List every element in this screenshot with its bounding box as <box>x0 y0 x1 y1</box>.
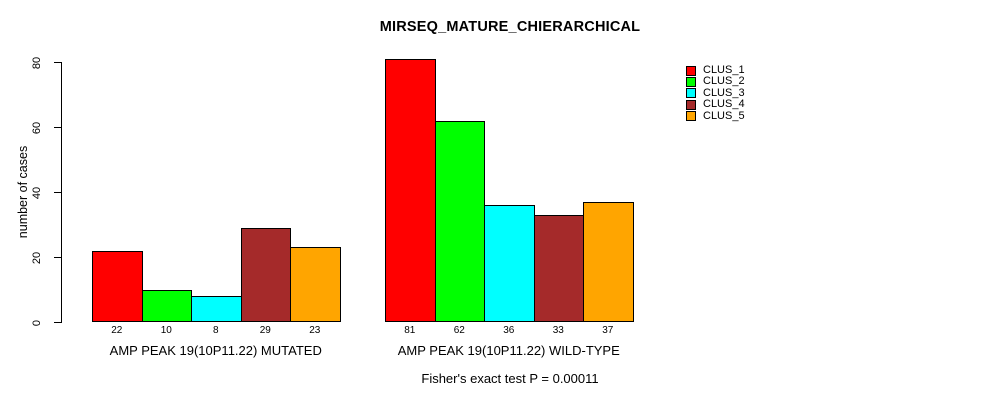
group-axis-label: AMP PEAK 19(10P11.22) WILD-TYPE <box>397 343 620 358</box>
legend-label: CLUS_5 <box>703 109 745 122</box>
legend-item: CLUS_1 <box>686 65 745 76</box>
legend-swatch-clus_3 <box>686 88 696 99</box>
legend-item: CLUS_2 <box>686 76 745 87</box>
bar-value-label: 33 <box>552 325 564 336</box>
bar-clus_1 <box>385 58 436 322</box>
bar-clus_5 <box>290 247 341 322</box>
bar-clus_3 <box>484 205 535 322</box>
legend-label: CLUS_3 <box>703 86 745 99</box>
bar-clus_3 <box>191 296 242 322</box>
chart-title: MIRSEQ_MATURE_CHIERARCHICAL <box>379 19 641 35</box>
bar-clus_1 <box>92 250 143 322</box>
bar-clus_2 <box>434 120 485 322</box>
legend-swatch-clus_1 <box>686 65 696 76</box>
legend-item: CLUS_4 <box>686 99 745 110</box>
y-axis-tick-label: 20 <box>31 251 43 264</box>
y-axis-tick <box>54 192 61 193</box>
legend-label: CLUS_1 <box>703 64 745 76</box>
bar-value-label: 23 <box>309 325 321 336</box>
y-axis-tick <box>54 322 61 323</box>
bar-value-label: 62 <box>453 325 465 336</box>
y-axis-title: number of cases <box>16 145 30 239</box>
y-axis-line <box>61 62 62 323</box>
legend-label: CLUS_4 <box>703 98 745 111</box>
bar-clus_2 <box>141 289 192 322</box>
y-axis-tick <box>54 62 61 63</box>
legend-swatch-clus_5 <box>686 111 696 122</box>
bar-value-label: 22 <box>111 325 123 336</box>
annotation-text: Fisher's exact test P = 0.00011 <box>421 371 599 386</box>
legend-item: CLUS_5 <box>686 109 745 122</box>
bar-value-label: 37 <box>602 325 614 336</box>
y-axis-tick-label: 40 <box>31 186 43 199</box>
y-axis-tick-label: 80 <box>31 56 43 69</box>
y-axis-tick <box>54 127 61 128</box>
y-axis-tick-label: 60 <box>31 121 43 134</box>
legend-label: CLUS_2 <box>703 75 745 88</box>
bar-value-label: 36 <box>503 325 515 336</box>
y-axis-tick <box>54 257 61 258</box>
legend-swatch-clus_2 <box>686 76 696 87</box>
group-axis-label: AMP PEAK 19(10P11.22) MUTATED <box>109 343 322 358</box>
y-axis-tick-label: 0 <box>31 319 43 326</box>
bar-value-label: 81 <box>404 325 416 336</box>
legend-swatch-clus_4 <box>686 99 696 110</box>
bar-clus_4 <box>240 227 291 322</box>
bar-value-label: 10 <box>160 325 172 336</box>
legend-item: CLUS_3 <box>686 86 745 99</box>
bar-clus_5 <box>583 201 634 322</box>
bar-value-label: 8 <box>212 325 219 336</box>
bar-value-label: 29 <box>259 325 271 336</box>
bar-clus_4 <box>533 214 584 322</box>
